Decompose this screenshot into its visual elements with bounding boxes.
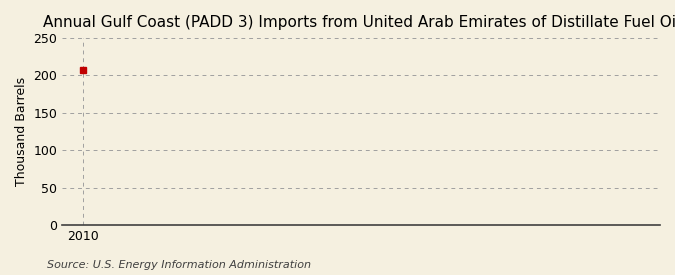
Y-axis label: Thousand Barrels: Thousand Barrels (15, 77, 28, 186)
Title: Annual Gulf Coast (PADD 3) Imports from United Arab Emirates of Distillate Fuel : Annual Gulf Coast (PADD 3) Imports from … (43, 15, 675, 30)
Text: Source: U.S. Energy Information Administration: Source: U.S. Energy Information Administ… (47, 260, 311, 270)
